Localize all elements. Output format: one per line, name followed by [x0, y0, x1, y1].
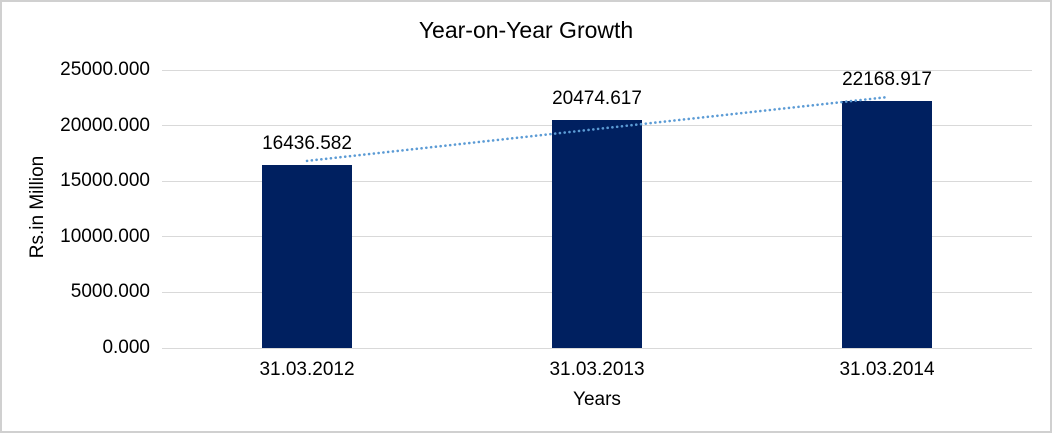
bar: [552, 120, 642, 348]
bar: [262, 165, 352, 348]
y-axis-tick-label: 15000.000: [60, 170, 150, 192]
x-axis-tick-label: 31.03.2013: [549, 359, 645, 380]
y-axis-tick-label: 25000.000: [60, 59, 150, 80]
data-label: 22168.917: [842, 69, 932, 91]
y-axis-tick-label: 5000.000: [70, 281, 150, 303]
gridline: [162, 347, 1032, 349]
x-axis-title: Years: [573, 389, 621, 410]
chart-title: Year-on-Year Growth: [418, 17, 634, 43]
gridline: [162, 69, 1032, 71]
x-axis-tick-label: 31.03.2014: [839, 359, 935, 380]
y-axis-tick-label: 20000.000: [60, 114, 150, 136]
x-axis-tick-label: 31.03.2012: [259, 359, 355, 380]
y-axis-tick-label: 10000.000: [60, 225, 150, 247]
data-label: 16436.582: [262, 133, 352, 155]
y-axis-tick-label: 0.000: [102, 337, 150, 358]
data-label: 20474.617: [552, 88, 642, 110]
bar: [842, 101, 932, 348]
